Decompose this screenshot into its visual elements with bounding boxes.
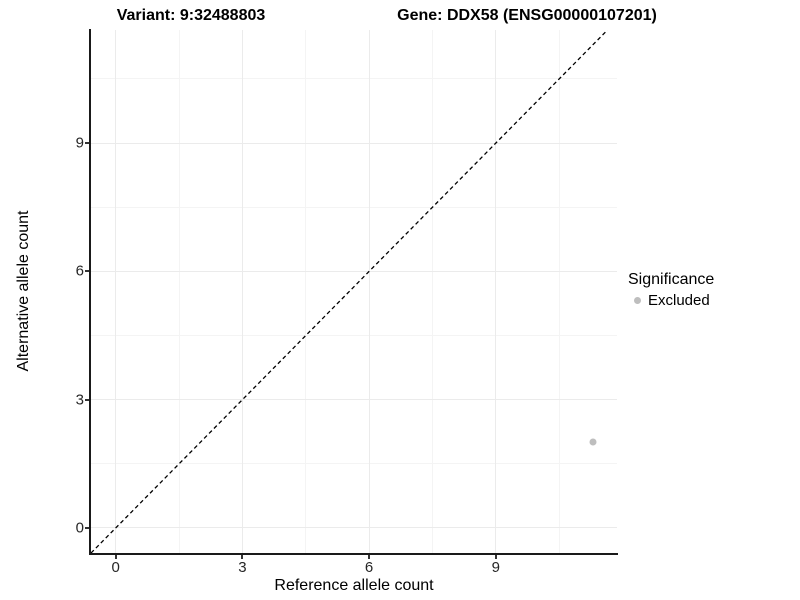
grid-minor-x <box>178 30 180 553</box>
x-tick-mark <box>368 555 371 559</box>
grid-major-x <box>495 30 497 553</box>
grid-major-y <box>91 527 617 529</box>
x-axis-line <box>89 553 618 555</box>
plot-panel <box>91 30 617 553</box>
grid-minor-x <box>305 30 307 553</box>
y-tick-label: 9 <box>75 134 84 152</box>
grid-major-y <box>91 270 617 272</box>
x-tick-mark <box>241 555 244 559</box>
grid-major-x <box>115 30 117 553</box>
y-axis-line <box>89 29 91 555</box>
plot-title-variant: Variant: 9:32488803 <box>116 7 266 24</box>
grid-minor-y <box>91 463 617 465</box>
x-tick-label: 9 <box>491 559 500 576</box>
grid-major-y <box>91 142 617 144</box>
identity-line-layer <box>91 30 608 553</box>
y-tick-mark <box>85 398 89 401</box>
grid-minor-x <box>558 30 560 553</box>
legend: Significance Excluded <box>628 271 714 309</box>
legend-entry-label: Excluded <box>648 292 710 309</box>
plot-title-gene: Gene: DDX58 (ENSG00000107201) <box>397 7 657 24</box>
grid-minor-x <box>431 30 433 553</box>
grid-minor-y <box>91 206 617 208</box>
x-tick-mark <box>114 555 117 559</box>
y-tick-label: 3 <box>75 391 84 409</box>
grid-minor-y <box>91 78 617 80</box>
y-axis-title: Alternative allele count <box>15 210 32 372</box>
grid-minor-y <box>91 335 617 337</box>
y-tick-mark <box>85 526 89 529</box>
x-tick-label: 3 <box>238 559 247 576</box>
grid-major-y <box>91 399 617 401</box>
grid-major-x <box>368 30 370 553</box>
legend-key-dot-icon <box>634 297 641 304</box>
grid-major-x <box>241 30 243 553</box>
y-tick-mark <box>85 270 89 273</box>
y-tick-label: 6 <box>75 262 84 280</box>
identity-dashed-line <box>91 30 608 553</box>
y-tick-mark <box>85 142 89 145</box>
x-tick-mark <box>494 555 497 559</box>
x-tick-label: 6 <box>364 559 374 576</box>
data-point-excluded <box>589 438 597 446</box>
x-tick-label: 0 <box>111 559 120 576</box>
legend-title: Significance <box>628 271 715 288</box>
legend-entry-excluded: Excluded <box>628 292 714 309</box>
y-tick-label: 0 <box>75 519 84 537</box>
x-axis-title: Reference allele count <box>274 577 434 594</box>
